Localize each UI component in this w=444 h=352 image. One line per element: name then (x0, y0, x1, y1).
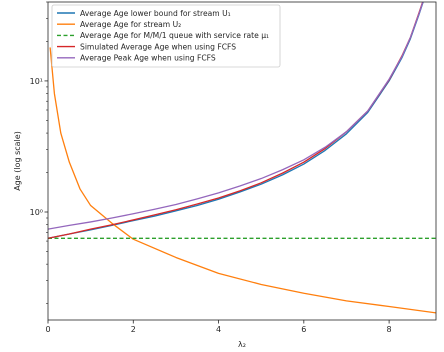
legend-entry-label: Average Age for stream U₂ (80, 20, 181, 29)
legend: Average Age lower bound for stream U₁ Ave… (51, 4, 281, 68)
plot-frame (47, 1, 437, 321)
y-tick-label: 10⁰ (30, 208, 43, 217)
y-tick-label: 10¹ (30, 77, 43, 86)
x-tick-label: 8 (387, 325, 392, 334)
legend-entry-label: Simulated Average Age when using FCFS (80, 42, 236, 51)
legend-entry-label: Average Age for M/M/1 queue with service… (80, 31, 269, 40)
series-line-2 (49, 47, 436, 314)
axes: 0 2 4 6 8 10⁰ 10¹ λ₂ Age (log scale) (13, 1, 437, 349)
legend-entry-label: Average Peak Age when using FCFS (80, 54, 216, 63)
x-tick-label: 0 (45, 325, 50, 334)
y-axis-label: Age (log scale) (13, 131, 22, 191)
x-axis-label: λ₂ (238, 340, 246, 349)
legend-box (51, 4, 281, 68)
series-line-5 (48, 2, 424, 230)
plot-area (48, 2, 436, 314)
legend-entry-label: Average Age lower bound for stream U₁ (80, 9, 231, 18)
x-tick-label: 4 (216, 325, 221, 334)
x-tick-label: 2 (131, 325, 136, 334)
x-tick-label: 6 (301, 325, 306, 334)
